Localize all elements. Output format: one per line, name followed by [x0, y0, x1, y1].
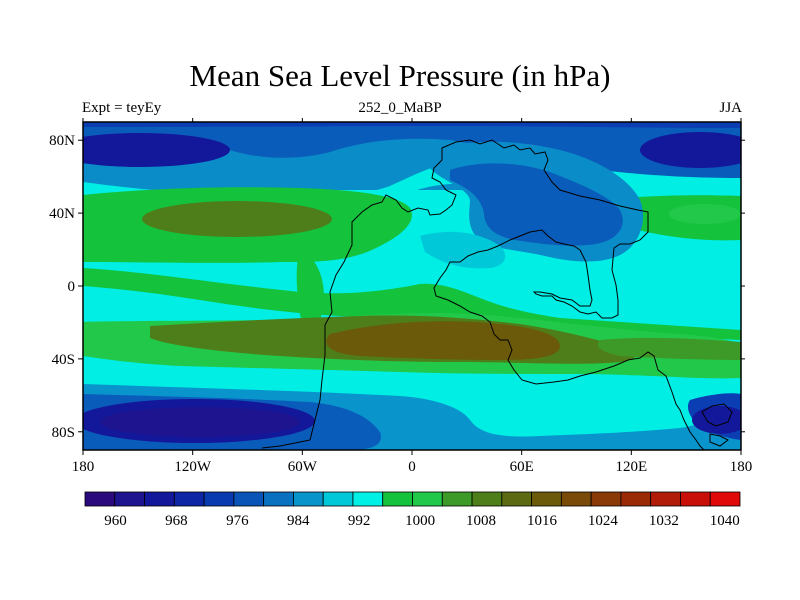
colorbar-label: 960: [104, 513, 127, 529]
colorbar: 960 968 976 984 992 1000 1008 1016 1024 1032 1040: [84, 491, 741, 529]
colorbar-label: 984: [287, 513, 310, 529]
colorbar-swatch: [471, 491, 503, 507]
x-tick-label: 180: [730, 459, 753, 475]
colorbar-swatch: [233, 491, 265, 507]
colorbar-swatch: [590, 491, 622, 507]
y-tick-label: 80S: [52, 425, 75, 441]
x-tick-label: 120W: [174, 459, 212, 475]
y-tick-label: 40N: [49, 206, 75, 222]
colorbar-swatch: [650, 491, 681, 507]
axis-ticks: 180 120W 60W 0 60E 120E 180 80N 40N 0 40S 80S: [49, 118, 752, 475]
colorbar-swatch: [560, 491, 592, 507]
colorbar-swatch: [144, 491, 175, 507]
x-tick-label: 0: [408, 459, 416, 475]
colorbar-swatch: [263, 491, 294, 507]
colorbar-swatch: [531, 491, 562, 507]
y-tick-label: 80N: [49, 133, 75, 149]
colorbar-label: 992: [348, 513, 371, 529]
colorbar-label: 968: [165, 513, 188, 529]
colorbar-label: 1016: [527, 513, 558, 529]
colorbar-label: 976: [226, 513, 249, 529]
colorbar-swatch: [173, 491, 205, 507]
colorbar-swatch: [203, 491, 235, 507]
experiment-label: Expt = teyEy: [82, 100, 162, 116]
x-tick-label: 120E: [615, 459, 647, 475]
time-label: 252_0_MaBP: [358, 100, 442, 116]
season-label: JJA: [719, 100, 742, 116]
colorbar-swatch: [352, 491, 384, 507]
colorbar-swatch: [114, 491, 145, 507]
colorbar-swatch: [709, 491, 741, 507]
colorbar-swatch: [293, 491, 324, 507]
colorbar-label: 1032: [649, 513, 679, 529]
x-tick-label: 60E: [510, 459, 534, 475]
x-tick-label: 60W: [288, 459, 318, 475]
colorbar-swatch: [501, 491, 532, 507]
colorbar-label: 1040: [710, 513, 740, 529]
colorbar-swatch: [620, 491, 652, 507]
colorbar-swatch: [322, 491, 354, 507]
colorbar-swatch: [412, 491, 443, 507]
colorbar-swatch: [84, 491, 116, 507]
colorbar-swatch: [382, 491, 413, 507]
map-title: Mean Sea Level Pressure (in hPa): [189, 58, 611, 93]
colorbar-swatch: [441, 491, 473, 507]
y-tick-label: 0: [68, 279, 76, 295]
colorbar-label: 1024: [588, 513, 619, 529]
x-tick-label: 180: [72, 459, 95, 475]
colorbar-swatch: [680, 491, 711, 507]
pressure-field: [83, 122, 741, 450]
colorbar-label: 1008: [466, 513, 496, 529]
colorbar-label: 1000: [405, 513, 435, 529]
y-tick-label: 40S: [52, 352, 75, 368]
